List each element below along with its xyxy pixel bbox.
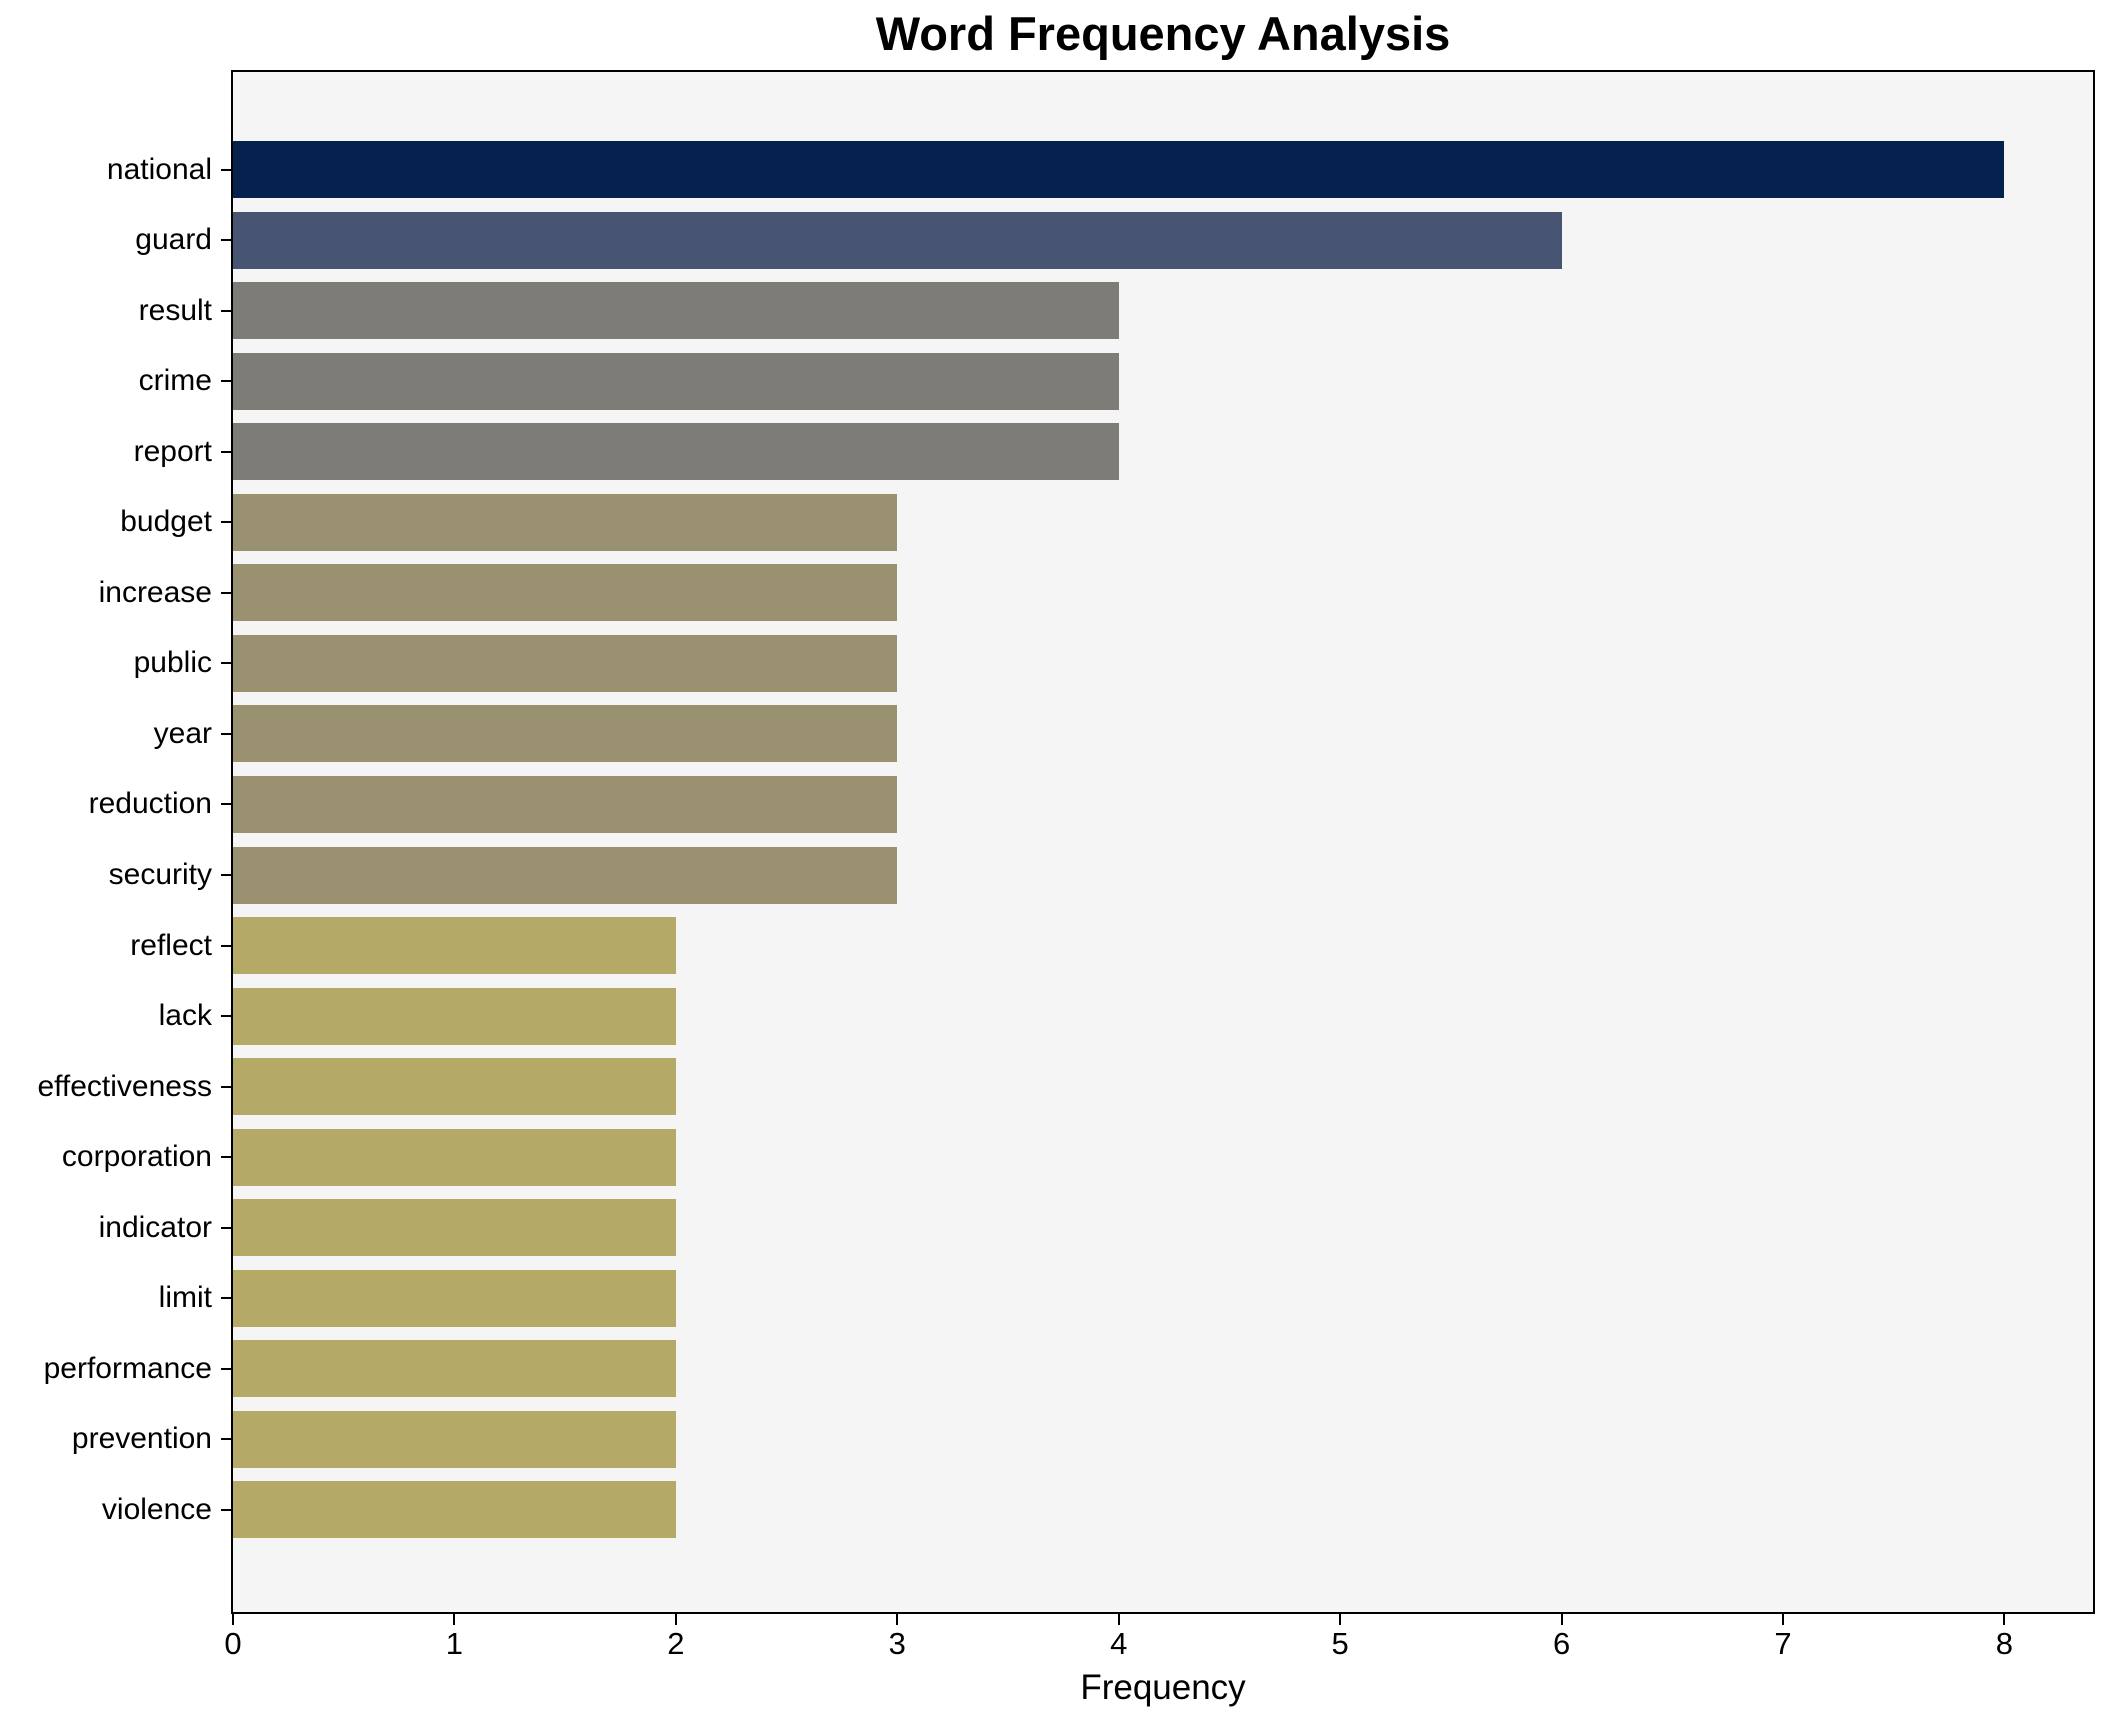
x-tick-mark <box>1117 1614 1120 1625</box>
x-tick-mark <box>453 1614 456 1625</box>
x-tick-label-8: 8 <box>1995 1626 2014 1661</box>
bar-national <box>233 141 2005 198</box>
y-tick-mark <box>221 450 233 453</box>
bar-indicator <box>233 1199 676 1257</box>
y-tick-label-year: year <box>153 716 212 750</box>
y-tick-label-effectiveness: effectiveness <box>37 1069 212 1103</box>
y-tick-mark <box>221 591 233 594</box>
y-tick-mark <box>221 1226 233 1229</box>
y-tick-label-public: public <box>133 646 212 680</box>
bar-effectiveness <box>233 1058 676 1116</box>
y-tick-mark <box>221 662 233 665</box>
y-tick-mark <box>221 309 233 312</box>
x-tick-mark <box>1560 1614 1563 1625</box>
x-tick-mark <box>1782 1614 1784 1625</box>
y-tick-mark <box>221 1508 233 1511</box>
y-tick-label-reflect: reflect <box>130 928 212 962</box>
x-tick-mark <box>232 1614 234 1625</box>
x-tick-mark <box>1339 1614 1342 1625</box>
x-tick-label-6: 6 <box>1552 1626 1571 1661</box>
y-tick-mark <box>221 1438 233 1441</box>
bar-guard <box>233 211 1562 269</box>
x-tick-mark <box>2003 1614 2006 1625</box>
bar-violence <box>233 1481 676 1539</box>
bar-result <box>233 282 1119 340</box>
x-tick-mark <box>674 1614 677 1625</box>
x-tick-label-2: 2 <box>667 1626 685 1661</box>
x-tick-label-4: 4 <box>1110 1626 1128 1661</box>
y-tick-label-security: security <box>108 858 212 891</box>
y-tick-label-report: report <box>133 434 212 468</box>
bar-security <box>233 846 898 904</box>
y-tick-label-result: result <box>138 293 212 327</box>
x-tick-label-7: 7 <box>1774 1626 1792 1661</box>
bar-crime <box>233 352 1119 410</box>
bar-budget <box>233 493 898 551</box>
bar-reduction <box>233 775 898 833</box>
y-tick-mark <box>221 1367 233 1370</box>
y-tick-mark <box>221 1156 233 1159</box>
bar-limit <box>233 1269 676 1327</box>
y-tick-mark <box>221 803 233 806</box>
x-tick-mark <box>896 1614 899 1625</box>
y-tick-label-increase: increase <box>98 575 212 609</box>
y-tick-label-prevention: prevention <box>71 1422 212 1456</box>
bar-lack <box>233 987 676 1045</box>
y-tick-mark <box>221 732 233 735</box>
y-tick-mark <box>221 521 233 524</box>
bar-increase <box>233 564 898 622</box>
bar-year <box>233 705 898 763</box>
y-tick-mark <box>221 1085 233 1088</box>
y-tick-mark <box>221 1297 233 1300</box>
y-tick-mark <box>221 380 233 383</box>
y-tick-label-lack: lack <box>158 999 212 1033</box>
x-axis-label: Frequency <box>1080 1668 1246 1707</box>
y-tick-label-limit: limit <box>158 1281 212 1315</box>
y-tick-mark <box>221 944 233 947</box>
y-tick-label-national: national <box>106 152 212 186</box>
x-tick-label-3: 3 <box>888 1626 906 1661</box>
y-tick-mark <box>221 168 233 171</box>
plot-area <box>231 70 2095 1614</box>
y-tick-label-budget: budget <box>120 505 212 539</box>
y-tick-label-corporation: corporation <box>61 1140 212 1174</box>
y-tick-label-performance: performance <box>43 1351 212 1385</box>
x-tick-label-5: 5 <box>1331 1626 1349 1661</box>
y-tick-label-violence: violence <box>101 1492 212 1526</box>
bar-report <box>233 423 1119 481</box>
bar-reflect <box>233 917 676 975</box>
y-tick-mark <box>221 1015 233 1018</box>
bar-performance <box>233 1340 676 1398</box>
bar-public <box>233 634 898 692</box>
bar-corporation <box>233 1128 676 1186</box>
bar-prevention <box>233 1410 676 1468</box>
x-tick-label-0: 0 <box>224 1626 242 1661</box>
chart-title: Word Frequency Analysis <box>875 7 1451 60</box>
x-tick-label-1: 1 <box>445 1626 464 1661</box>
y-tick-label-reduction: reduction <box>88 787 212 821</box>
y-tick-mark <box>221 239 233 242</box>
y-tick-label-indicator: indicator <box>98 1210 212 1244</box>
y-tick-mark <box>221 874 233 876</box>
y-tick-label-guard: guard <box>135 223 212 257</box>
y-tick-label-crime: crime <box>138 364 212 398</box>
